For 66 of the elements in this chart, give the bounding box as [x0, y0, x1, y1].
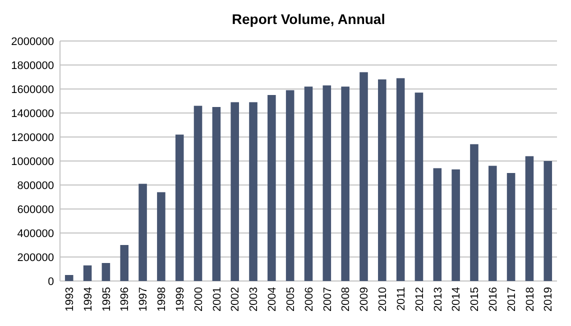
x-tick-label: 1997 — [138, 287, 150, 312]
bar — [286, 90, 294, 281]
bar — [378, 79, 386, 281]
bar — [120, 245, 128, 281]
bar — [322, 85, 332, 281]
x-tick-label: 2004 — [266, 287, 279, 312]
x-tick-label: 2001 — [211, 287, 224, 312]
y-tick-label: 1200000 — [11, 132, 54, 144]
x-tick-label: 2009 — [358, 287, 371, 312]
x-tick-label: 2014 — [450, 287, 463, 312]
bar — [525, 156, 534, 281]
y-tick-label: 2000000 — [11, 36, 54, 48]
x-tick-label: 2003 — [248, 287, 260, 312]
x-tick-label: 1996 — [119, 287, 132, 312]
bar — [414, 92, 424, 281]
x-tick-label: 2016 — [487, 287, 500, 312]
x-tick-label: 2019 — [542, 287, 555, 312]
y-tick-label: 600000 — [17, 204, 54, 216]
x-tick-label: 2018 — [524, 287, 536, 312]
bar — [452, 169, 460, 281]
x-tick-label: 2011 — [395, 287, 408, 311]
bar — [506, 173, 516, 281]
y-tick-label: 1400000 — [11, 108, 54, 120]
y-tick-label: 400000 — [17, 228, 54, 240]
y-tick-label: 1000000 — [11, 156, 54, 168]
x-tick-label: 1999 — [174, 287, 186, 312]
x-tick-label: 2008 — [340, 287, 352, 312]
x-tick-label: 2017 — [506, 287, 518, 312]
bar — [194, 106, 202, 281]
y-tick-label: 1600000 — [11, 84, 54, 96]
bar — [230, 102, 239, 281]
bar — [433, 168, 442, 281]
x-tick-label: 1998 — [156, 287, 168, 312]
bar — [341, 86, 350, 281]
bar — [360, 72, 368, 281]
y-tick-label: 800000 — [17, 180, 54, 192]
x-tick-label: 1994 — [82, 287, 94, 312]
x-tick-label: 2010 — [377, 287, 390, 312]
bar — [268, 95, 276, 281]
y-tick-label: 1800000 — [11, 60, 54, 72]
chart-title: Report Volume, Annual — [232, 11, 386, 27]
bar — [175, 134, 184, 281]
x-tick-label: 2015 — [469, 287, 482, 312]
y-tick-label: 0 — [48, 276, 54, 288]
x-tick-label: 2012 — [414, 287, 426, 312]
x-tick-label: 2006 — [303, 287, 316, 312]
y-tick-label: 200000 — [17, 252, 54, 264]
x-tick-label: 2013 — [432, 287, 444, 312]
bar — [396, 78, 405, 281]
x-tick-label: 2000 — [192, 287, 205, 312]
x-tick-label: 1995 — [100, 287, 113, 312]
x-tick-label: 2002 — [230, 287, 242, 312]
bar — [544, 161, 552, 281]
bar — [488, 166, 497, 281]
bar — [64, 275, 74, 281]
x-tick-label: 2005 — [284, 287, 297, 312]
bar — [212, 107, 221, 281]
bar — [249, 102, 258, 281]
bar — [138, 184, 147, 281]
bar — [157, 192, 166, 281]
x-tick-label: 1993 — [64, 287, 76, 312]
x-tick-label: 2007 — [322, 287, 334, 312]
bar — [83, 265, 92, 281]
bar — [102, 263, 110, 281]
bar — [470, 144, 478, 281]
bar — [304, 86, 313, 281]
